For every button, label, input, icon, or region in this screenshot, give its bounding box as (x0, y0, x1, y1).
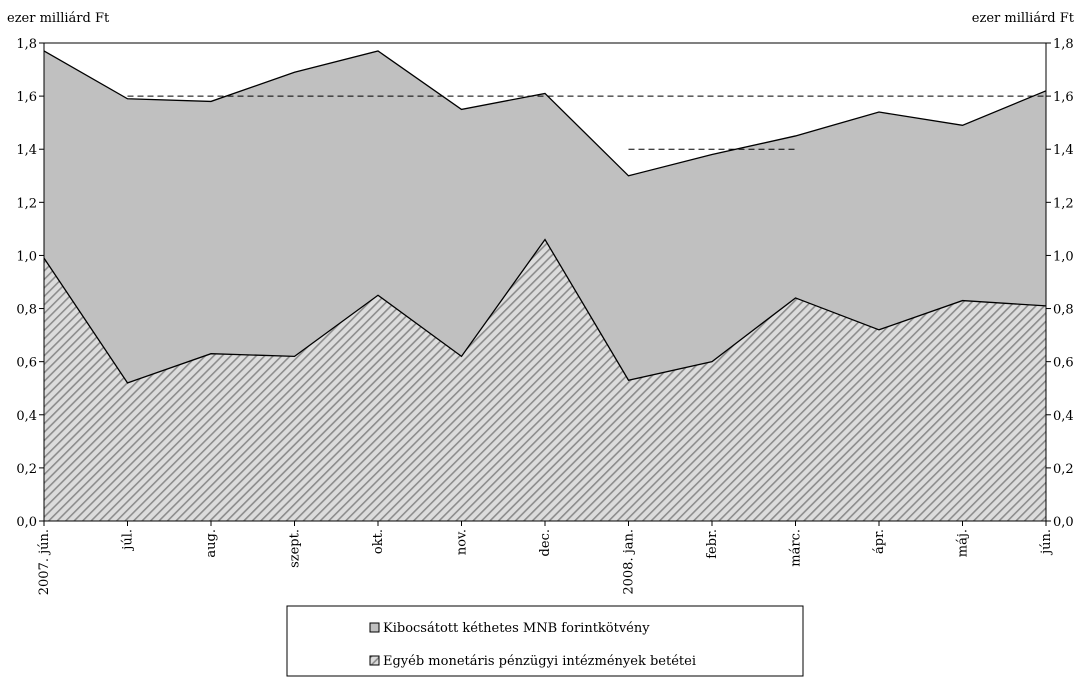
x-tick-label: 2007. jún. (37, 529, 52, 595)
x-tick-label: máj. (956, 529, 971, 557)
x-tick-label: 2008. jan. (622, 529, 637, 595)
x-tick-label: febr. (705, 529, 720, 559)
x-tick-label: aug. (204, 529, 219, 558)
x-tick-label: dec. (538, 529, 553, 556)
legend-swatch-deposits (369, 655, 380, 666)
x-tick-label: júl. (121, 529, 136, 552)
y-tick-label-left: 0,8 (16, 303, 37, 318)
legend-label-deposits: Egyéb monetáris pénzügyi intézmények bet… (383, 654, 696, 669)
legend-swatch-mnb-bonds (369, 622, 380, 633)
y-tick-label-left: 0,2 (16, 462, 37, 477)
y-tick-label-right: 1,6 (1053, 90, 1074, 105)
axes (39, 42, 1051, 526)
y-tick-label-left: 0,4 (16, 409, 37, 424)
y-tick-label-left: 1,8 (16, 37, 37, 52)
x-tick-label: szept. (288, 529, 303, 568)
y-tick-labels: 0,0 0,0 0,2 0,2 0,4 0,4 0,6 0,6 0,8 0,8 1,0 1,0 1,2 1… (16, 37, 1073, 530)
area-deposits (44, 239, 1046, 521)
x-tick-label: ápr. (872, 529, 887, 554)
y-tick-label-right: 0,2 (1053, 462, 1074, 477)
area-mnb-bonds (44, 50, 1046, 383)
legend: Kibocsátott kéthetes MNB forintkötvény E… (286, 605, 804, 677)
x-tick-label: okt. (371, 529, 386, 554)
line-deposits (43, 238, 1047, 384)
y-axis-unit-left: ezer milliárd Ft (7, 11, 110, 26)
y-tick-label-right: 0,6 (1053, 356, 1074, 371)
y-tick-label-right: 1,8 (1053, 37, 1074, 52)
x-tick-labels: 2007. jún. júl. aug. szept. okt. nov. dec. 2008… (37, 529, 1054, 595)
line-total (43, 50, 1047, 177)
y-tick-label-right: 1,2 (1053, 196, 1074, 211)
y-tick-label-left: 1,2 (16, 196, 37, 211)
y-tick-label-left: 1,4 (16, 143, 37, 158)
x-tick-label: jún. (1039, 529, 1054, 556)
x-tick-label: márc. (789, 529, 804, 567)
y-tick-label-left: 0,6 (16, 356, 37, 371)
y-tick-label-right: 0,8 (1053, 303, 1074, 318)
x-tick-label: nov. (455, 529, 470, 555)
y-tick-label-right: 1,4 (1053, 143, 1074, 158)
y-tick-label-left: 1,0 (16, 249, 37, 264)
y-tick-label-right: 0,4 (1053, 409, 1074, 424)
y-tick-label-right: 0,0 (1053, 515, 1074, 530)
y-tick-label-left: 1,6 (16, 90, 37, 105)
legend-label-mnb-bonds: Kibocsátott kéthetes MNB forintkötvény (383, 621, 650, 636)
y-tick-label-right: 1,0 (1053, 249, 1074, 264)
y-axis-unit-right: ezer milliárd Ft (972, 11, 1075, 26)
reference-lines (127, 95, 1046, 150)
y-tick-label-left: 0,0 (16, 515, 37, 530)
area-layer (44, 50, 1046, 521)
series-lines (43, 50, 1047, 384)
